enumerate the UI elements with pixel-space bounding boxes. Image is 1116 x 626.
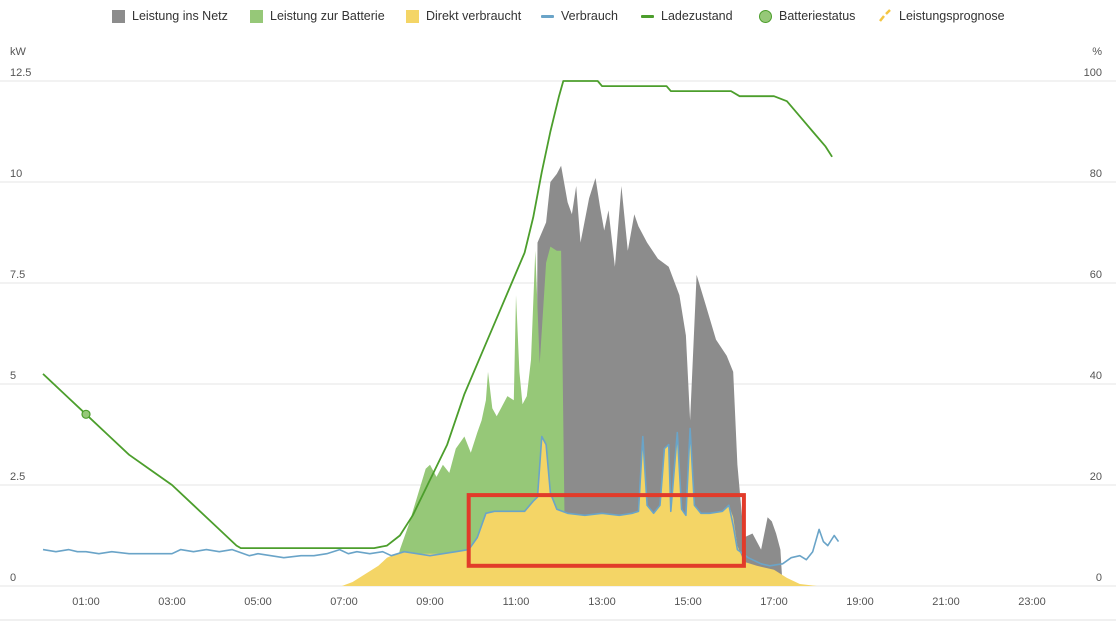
x-tick-label: 19:00 (846, 596, 874, 608)
x-tick-label: 05:00 (244, 596, 272, 608)
series-grid-feed-area (535, 165, 783, 587)
legend-label-grid-feed: Leistung ins Netz (132, 9, 228, 23)
series-battery-power-area (391, 246, 566, 586)
legend-item-direct-consumed[interactable]: Direkt verbraucht (406, 9, 521, 23)
y-right-unit: % (1092, 46, 1102, 58)
y-right-tick-label: 0 (1096, 572, 1102, 584)
y-left-tick-label: 10 (10, 168, 22, 180)
y-left-tick-label: 12.5 (10, 67, 31, 79)
x-tick-label: 09:00 (416, 596, 444, 608)
x-tick-label: 21:00 (932, 596, 960, 608)
y-left-tick-label: 5 (10, 370, 16, 382)
legend-item-power-forecast[interactable]: Leistungsprognose (878, 9, 1005, 23)
y-right-tick-label: 100 (1084, 67, 1102, 79)
x-tick-label: 13:00 (588, 596, 616, 608)
legend-label-state-of-charge: Ladezustand (661, 9, 733, 23)
legend-swatch-direct-consumed (406, 9, 419, 23)
y-left-tick-label: 0 (10, 572, 16, 584)
y-right-tick-label: 80 (1090, 168, 1102, 180)
legend-label-battery-power: Leistung zur Batterie (270, 9, 385, 23)
legend-label-battery-status: Batteriestatus (779, 9, 856, 23)
legend-swatch-consumption (541, 14, 554, 18)
highlight-box (466, 493, 746, 568)
y-right-tick-label: 20 (1090, 471, 1102, 483)
legend-label-consumption: Verbrauch (561, 9, 618, 23)
x-tick-label: 01:00 (72, 596, 100, 608)
series-state-of-charge-line (42, 80, 833, 549)
legend-item-grid-feed[interactable]: Leistung ins Netz (112, 9, 228, 23)
legend-swatch-power-forecast (879, 9, 891, 22)
x-tick-label: 15:00 (674, 596, 702, 608)
y-left-tick-label: 2.5 (10, 471, 25, 483)
y-left-tick-label: 7.5 (10, 269, 25, 281)
series-consumption-line (42, 427, 840, 567)
legend-swatch-state-of-charge (641, 14, 654, 18)
series-direct-consumed-area (341, 428, 817, 586)
legend-item-battery-power[interactable]: Leistung zur Batterie (250, 9, 385, 23)
x-tick-label: 07:00 (330, 596, 358, 608)
legend-label-power-forecast: Leistungsprognose (899, 9, 1005, 23)
chart-legend: Leistung ins Netz Leistung zur Batterie … (0, 0, 1116, 34)
legend-swatch-battery-status (759, 9, 772, 23)
legend-swatch-grid-feed (112, 9, 125, 23)
legend-item-state-of-charge[interactable]: Ladezustand (641, 9, 733, 23)
legend-item-consumption[interactable]: Verbrauch (541, 9, 618, 23)
legend-label-direct-consumed: Direkt verbraucht (426, 9, 522, 23)
x-tick-label: 03:00 (158, 596, 186, 608)
legend-item-battery-status[interactable]: Batteriestatus (759, 9, 855, 23)
x-tick-label: 11:00 (503, 596, 530, 608)
y-right-tick-label: 60 (1090, 269, 1102, 281)
x-tick-label: 23:00 (1018, 596, 1046, 608)
legend-swatch-battery-power (250, 9, 263, 23)
y-left-unit: kW (10, 46, 27, 58)
battery-status-marker (81, 409, 91, 419)
x-tick-label: 17:00 (760, 596, 788, 608)
y-right-tick-label: 40 (1090, 370, 1102, 382)
